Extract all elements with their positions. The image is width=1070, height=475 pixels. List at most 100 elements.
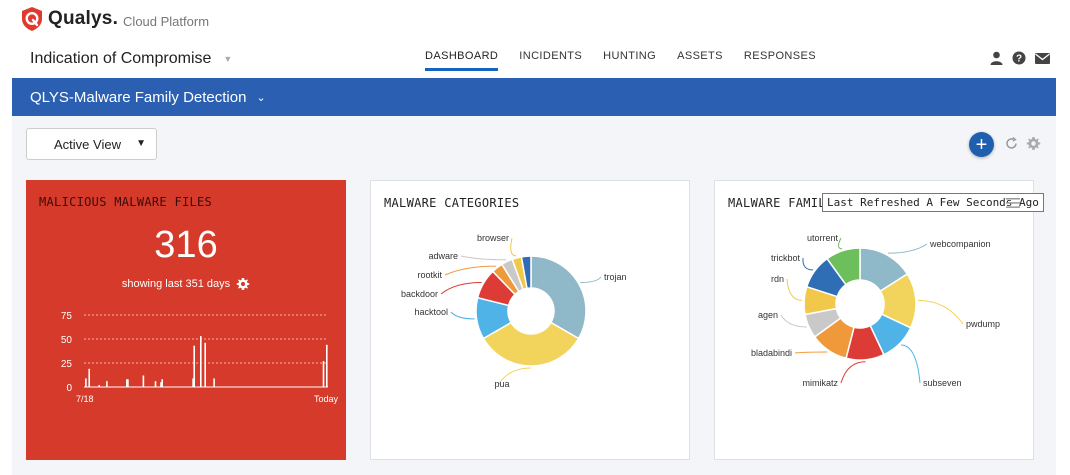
label-connector bbox=[580, 276, 602, 283]
bar bbox=[204, 342, 206, 387]
malware-bar-chart: 75 50 25 0 7/18 Today bbox=[61, 311, 339, 404]
slice-label: trickbot bbox=[771, 253, 801, 263]
slice-label: utorrent bbox=[807, 233, 839, 243]
pie-slice[interactable] bbox=[482, 321, 580, 367]
help-icon[interactable]: ? bbox=[1012, 51, 1026, 65]
time-range-label: showing last 351 days bbox=[26, 277, 346, 291]
label-connector bbox=[460, 255, 507, 261]
pie-slice[interactable] bbox=[520, 255, 532, 290]
y-tick-label: 75 bbox=[61, 311, 73, 322]
label-connector bbox=[510, 237, 517, 257]
label-connector bbox=[498, 367, 532, 385]
bar bbox=[200, 336, 202, 387]
bar bbox=[106, 381, 108, 387]
refresh-icon[interactable] bbox=[1005, 137, 1018, 155]
gear-icon[interactable] bbox=[1026, 136, 1041, 156]
label-connector bbox=[440, 282, 482, 295]
nav-tab-incidents[interactable]: INCIDENTS bbox=[519, 50, 583, 62]
y-tick-label: 50 bbox=[61, 335, 73, 346]
caret-down-icon: ▼ bbox=[223, 54, 233, 64]
widget-title: MALWARE FAMILI bbox=[728, 196, 834, 210]
dropdown-arrow-icon: ▼ bbox=[136, 138, 146, 149]
last-refreshed-tooltip: Last Refreshed A Few Seconds Ago bbox=[822, 193, 1044, 212]
main-nav: DASHBOARD INCIDENTS HUNTING ASSETS RESPO… bbox=[425, 50, 837, 71]
nav-tab-assets[interactable]: ASSETS bbox=[677, 50, 723, 62]
bar bbox=[192, 378, 194, 387]
label-connector bbox=[786, 278, 803, 301]
svg-text:?: ? bbox=[1016, 54, 1022, 65]
y-tick-label: 25 bbox=[61, 359, 73, 370]
widget-title: MALWARE CATEGORIES bbox=[384, 196, 520, 210]
bar bbox=[193, 345, 195, 387]
dashboard-name: QLYS-Malware Family Detection bbox=[30, 88, 247, 106]
label-connector bbox=[887, 243, 928, 254]
x-end-label: Today bbox=[314, 394, 339, 404]
widget-title: MALICIOUS MALWARE FILES bbox=[39, 195, 213, 209]
bar bbox=[326, 344, 328, 387]
nav-tab-responses[interactable]: RESPONSES bbox=[743, 50, 816, 62]
categories-donut-chart: trojan pua hacktool backdoor rootkit adware br… bbox=[401, 233, 627, 389]
brand-name: Qualys. bbox=[48, 8, 119, 29]
slice-label: adware bbox=[428, 251, 458, 261]
malware-categories-widget[interactable]: MALWARE CATEGORIES trojan pua hacktool back… bbox=[370, 180, 690, 460]
x-start-label: 7/18 bbox=[76, 394, 94, 404]
slice-label: bladabindi bbox=[751, 348, 792, 358]
malware-families-widget[interactable]: MALWARE FAMILI Last Refreshed A Few Seco… bbox=[714, 180, 1044, 460]
label-connector bbox=[794, 351, 828, 354]
slice-label: webcompanion bbox=[929, 239, 991, 249]
bar bbox=[213, 378, 215, 387]
y-tick-label: 0 bbox=[66, 383, 72, 394]
label-connector bbox=[917, 299, 964, 325]
bar bbox=[127, 379, 129, 387]
hamburger-menu-icon[interactable] bbox=[1006, 196, 1020, 214]
bar bbox=[88, 368, 90, 387]
slice-label: subseven bbox=[923, 378, 962, 388]
label-connector bbox=[444, 265, 496, 276]
bar bbox=[154, 381, 157, 387]
app-switcher[interactable]: Indication of Compromise ▼ bbox=[30, 50, 232, 68]
bar bbox=[322, 361, 325, 387]
user-icon[interactable] bbox=[990, 51, 1003, 65]
bar-series bbox=[85, 336, 328, 387]
bar bbox=[160, 382, 162, 387]
gear-icon[interactable] bbox=[236, 277, 250, 291]
plus-icon: + bbox=[975, 133, 988, 156]
slice-label: pua bbox=[494, 379, 509, 389]
families-donut-chart: webcompanion pwdump subseven mimikatz bladab… bbox=[751, 233, 1000, 388]
slice-label: mimikatz bbox=[803, 378, 839, 388]
label-connector bbox=[840, 361, 866, 384]
bar bbox=[85, 378, 87, 387]
slice-label: browser bbox=[477, 233, 509, 243]
view-dropdown-value: Active View bbox=[54, 136, 121, 152]
bar bbox=[161, 379, 163, 387]
nav-tab-dashboard[interactable]: DASHBOARD bbox=[425, 50, 499, 71]
slice-label: pwdump bbox=[966, 319, 1000, 329]
label-connector bbox=[780, 314, 807, 328]
app-title: Indication of Compromise bbox=[30, 50, 212, 67]
bar bbox=[142, 375, 145, 387]
brand-subtitle: Cloud Platform bbox=[123, 13, 210, 29]
mail-icon[interactable] bbox=[1035, 52, 1050, 64]
time-range-text: showing last 351 days bbox=[121, 278, 231, 290]
slice-label: trojan bbox=[604, 272, 627, 282]
top-bar: Qualys. Cloud Platform Indication of Com… bbox=[0, 0, 1070, 78]
slice-label: hacktool bbox=[414, 307, 448, 317]
slice-label: agen bbox=[758, 310, 778, 320]
bar bbox=[98, 385, 100, 387]
label-connector bbox=[900, 344, 921, 384]
qualys-logo[interactable]: Qualys. Cloud Platform bbox=[20, 6, 209, 32]
dashboard-selector[interactable]: QLYS-Malware Family Detection ⌄ bbox=[12, 78, 1056, 116]
add-widget-button[interactable]: + bbox=[969, 132, 994, 157]
chevron-down-icon: ⌄ bbox=[256, 91, 266, 104]
top-icons: ? bbox=[981, 51, 1050, 65]
bar bbox=[126, 379, 128, 387]
view-dropdown[interactable]: Active View ▼ bbox=[26, 128, 157, 160]
slice-label: rdn bbox=[771, 274, 784, 284]
nav-tab-hunting[interactable]: HUNTING bbox=[603, 50, 657, 62]
qualys-shield-icon bbox=[22, 7, 42, 31]
slice-label: rootkit bbox=[417, 270, 442, 280]
pie-slice[interactable] bbox=[826, 247, 861, 286]
malicious-files-widget[interactable]: MALICIOUS MALWARE FILES 316 showing last… bbox=[26, 180, 346, 460]
pie-slice[interactable] bbox=[530, 255, 587, 340]
slice-label: backdoor bbox=[401, 289, 438, 299]
